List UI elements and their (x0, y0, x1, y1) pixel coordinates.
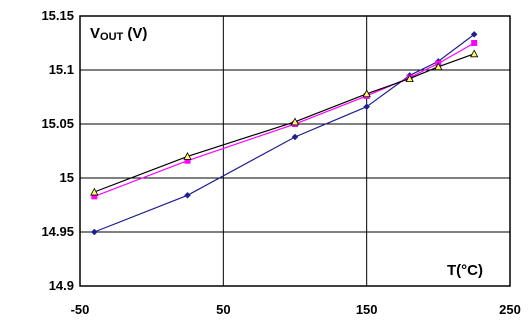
y-tick-label: 14.95 (41, 224, 74, 239)
x-tick-label: 250 (499, 302, 521, 317)
data-point (184, 191, 191, 199)
data-point (291, 133, 299, 141)
data-point (183, 152, 192, 160)
x-axis-title: T(°C) (447, 262, 483, 279)
y-tick-label: 15 (60, 170, 74, 185)
grid (80, 16, 510, 286)
data-point (90, 228, 98, 236)
x-tick-label: 150 (356, 302, 378, 317)
y-tick-label: 15.05 (41, 116, 74, 131)
x-tick-labels: -50 50 150 250 (71, 302, 521, 317)
data-point (470, 31, 478, 38)
data-point (434, 62, 443, 71)
series-group (90, 31, 479, 236)
data-point (363, 103, 371, 111)
data-point (471, 40, 478, 46)
data-point (90, 187, 99, 196)
data-point (405, 74, 414, 83)
y-tick-label: 14.9 (49, 278, 74, 293)
y-tick-label: 15.1 (49, 62, 74, 77)
data-point (469, 49, 479, 58)
x-tick-label: 50 (216, 302, 230, 317)
data-point (290, 117, 300, 126)
y-axis-title: VOUT (V) (90, 25, 147, 43)
y-tick-label: 15.15 (41, 8, 74, 23)
data-point (184, 157, 191, 164)
y-tick-labels: 14.9 14.95 15 15.05 15.1 15.15 (41, 8, 74, 293)
data-point (362, 89, 371, 98)
x-tick-label: -50 (71, 302, 90, 317)
data-point (91, 193, 98, 200)
